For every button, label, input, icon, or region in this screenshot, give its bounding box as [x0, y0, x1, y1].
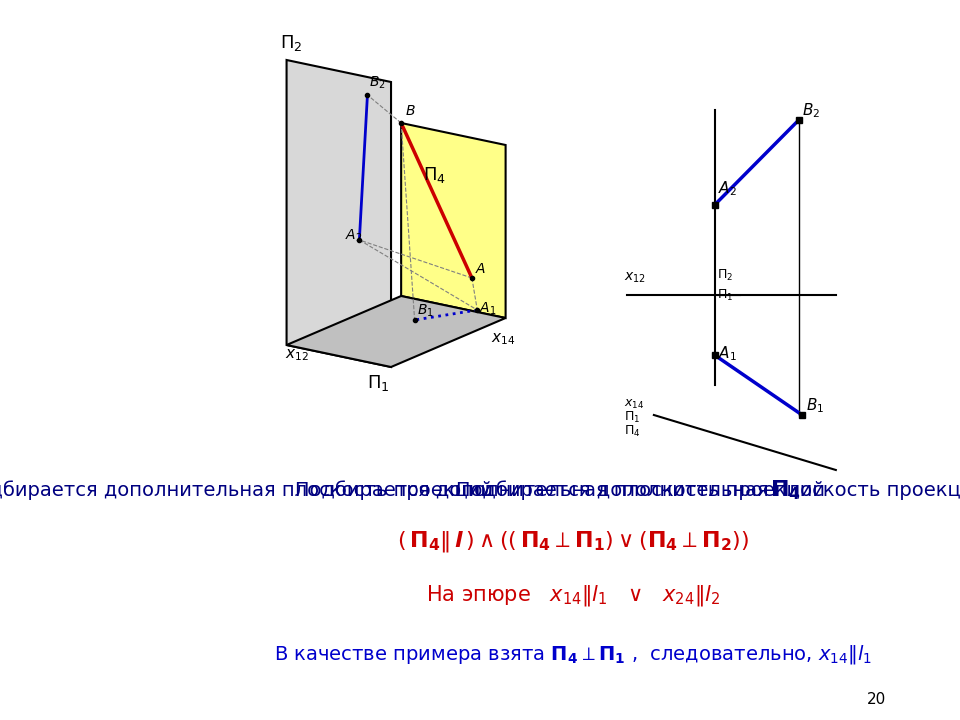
Text: $B$: $B$	[404, 104, 415, 118]
Text: $A_2$: $A_2$	[345, 228, 362, 244]
Polygon shape	[287, 60, 391, 367]
Text: $x_{12}$: $x_{12}$	[284, 347, 308, 363]
Text: В качестве примера взята $\mathbf{\Pi_4} \perp \mathbf{\Pi_1}$ ,  следовательно,: В качестве примера взята $\mathbf{\Pi_4}…	[274, 644, 872, 667]
Text: $A_1$: $A_1$	[479, 301, 496, 318]
Text: 20: 20	[867, 693, 886, 708]
Text: $B_2$: $B_2$	[803, 101, 820, 120]
Text: $\Pi_4$: $\Pi_4$	[624, 424, 640, 439]
Text: $B_1$: $B_1$	[805, 396, 824, 415]
Text: $A_1$: $A_1$	[718, 344, 737, 363]
Text: $( \, \mathbf{\Pi_4} \| \, \boldsymbol{l} \, ) \wedge (( \, \mathbf{\Pi_4} \perp: $( \, \mathbf{\Pi_4} \| \, \boldsymbol{l…	[396, 529, 749, 554]
Text: $x_{14}$: $x_{14}$	[624, 398, 644, 411]
Text: $B_2$: $B_2$	[370, 75, 386, 91]
Text: Подбирается дополнительная плоскость проекций: Подбирается дополнительная плоскость про…	[0, 480, 499, 500]
Text: $x_{12}$: $x_{12}$	[624, 271, 646, 285]
Text: $\Pi_4$: $\Pi_4$	[423, 165, 446, 185]
Text: $\Pi_1$: $\Pi_1$	[368, 373, 390, 393]
Text: Подбирается дополнительная плоскость проекций: Подбирается дополнительная плоскость про…	[295, 480, 825, 500]
Text: $\Pi_1$: $\Pi_1$	[717, 288, 733, 303]
Text: $\Pi_2$: $\Pi_2$	[279, 33, 302, 53]
Text: Подбирается дополнительная плоскость проекций: Подбирается дополнительная плоскость про…	[456, 480, 960, 500]
Text: На эпюре   $\boldsymbol{x_{14}} \| \boldsymbol{l_1}$   $\vee$   $\boldsymbol{x_{: На эпюре $\boldsymbol{x_{14}} \| \boldsy…	[426, 582, 720, 608]
Polygon shape	[401, 123, 506, 318]
Polygon shape	[287, 296, 506, 367]
Text: $A_2$: $A_2$	[718, 179, 737, 198]
Text: $A$: $A$	[475, 262, 487, 276]
Text: $B_1$: $B_1$	[417, 303, 433, 320]
Text: $x_{14}$: $x_{14}$	[491, 331, 516, 347]
Text: $\Pi_2$: $\Pi_2$	[717, 268, 733, 283]
Text: $\Pi_1$: $\Pi_1$	[624, 410, 639, 425]
Text: $\mathbf{\Pi_4}$: $\mathbf{\Pi_4}$	[770, 478, 801, 502]
